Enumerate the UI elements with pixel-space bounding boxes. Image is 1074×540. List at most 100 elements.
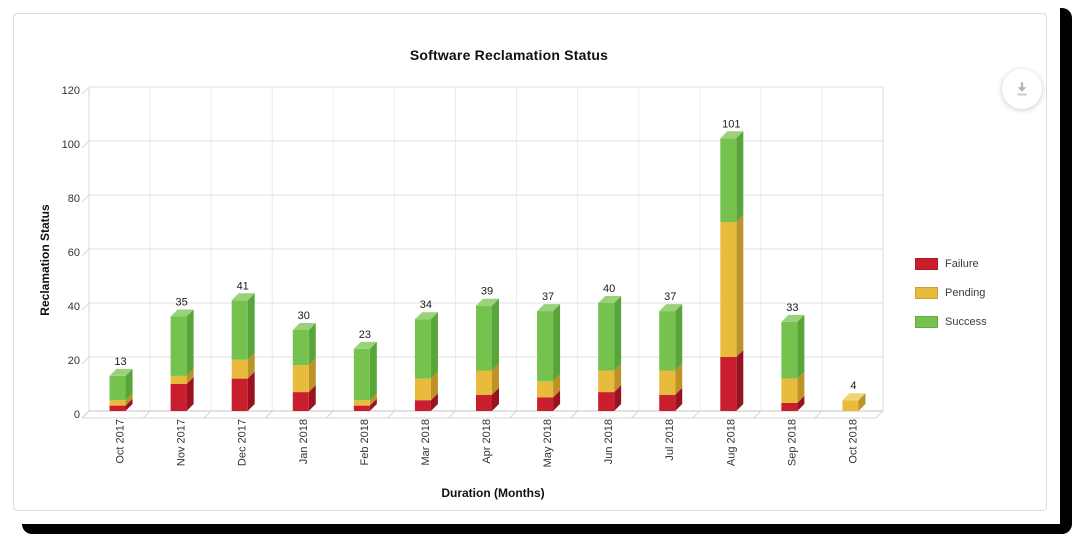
x-tick-label: Dec 2017 [237,419,249,466]
bar-segment-success[interactable] [414,319,431,379]
bar-segment-side-success [675,304,683,371]
bar-segment-top [781,314,805,322]
bar-group-mar-2018[interactable]: 34 [414,299,438,411]
bar-segment-pending[interactable] [781,378,798,403]
bar-group-oct-2017[interactable]: 13 [109,356,133,411]
bar-segment-pending[interactable] [537,381,554,398]
x-tick-label: Oct 2018 [847,419,859,464]
bar-total-label: 101 [722,118,740,130]
bar-segment-pending[interactable] [170,375,187,384]
x-axis-title: Duration (Months) [441,486,545,500]
bar-segment-top [231,293,255,301]
bar-segment-top [414,312,438,320]
axis-depth-tick [81,302,90,311]
x-tick-label: Apr 2018 [481,419,493,464]
bar-segment-side-pending [492,363,499,395]
bar-segment-side-pending [736,215,744,357]
bar-segment-pending[interactable] [720,222,737,357]
bar-segment-side-pending [308,358,316,393]
bar-segment-failure[interactable] [720,357,737,411]
bar-segment-side-failure [736,350,744,411]
legend-item-pending[interactable]: Pending [915,287,987,299]
floor-tick [81,410,90,419]
download-button[interactable] [1002,69,1042,109]
floor-tick [631,410,640,419]
bar-segment-pending[interactable] [231,359,248,379]
bar-segment-pending[interactable] [109,400,126,406]
bar-group-feb-2018[interactable]: 23 [353,329,377,411]
bar-segment-side-success [186,309,194,376]
bar-segment-success[interactable] [537,311,554,382]
bar-group-jan-2018[interactable]: 30 [292,310,316,411]
bar-segment-failure[interactable] [598,392,615,411]
bar-total-label: 41 [237,280,249,292]
bar-segment-failure[interactable] [781,402,798,411]
bar-segment-top [842,393,866,401]
floor-tick [692,410,701,419]
floor-tick [387,410,395,419]
bar-group-apr-2018[interactable]: 39 [476,286,499,411]
bar-segment-success[interactable] [598,303,615,371]
bar-segment-top [720,131,744,139]
bar-total-label: 23 [359,329,371,341]
floor-tick [264,410,273,419]
bar-segment-failure[interactable] [170,384,187,411]
x-tick-label: Nov 2017 [176,419,188,466]
bar-total-label: 37 [542,291,554,303]
bar-segment-success[interactable] [353,348,370,401]
y-tick-label: 120 [62,85,80,97]
bar-segment-pending[interactable] [414,378,431,401]
bar-group-jun-2018[interactable]: 40 [598,283,622,411]
bar-segment-failure[interactable] [414,400,431,411]
bar-segment-failure[interactable] [109,405,126,411]
bar-segment-success[interactable] [109,375,126,401]
y-tick-label: 60 [68,247,80,259]
bar-segment-pending[interactable] [842,400,859,411]
bar-segment-failure[interactable] [353,405,370,411]
bar-segment-success[interactable] [292,330,309,366]
bar-segment-pending[interactable] [353,400,370,406]
bar-segment-failure[interactable] [292,392,309,411]
bar-group-jul-2018[interactable]: 37 [659,291,683,411]
bar-segment-side-success [247,293,255,360]
bar-total-label: 37 [664,291,676,303]
bar-group-nov-2017[interactable]: 35 [170,297,194,412]
legend-item-failure[interactable]: Failure [915,258,987,270]
bar-segment-failure[interactable] [537,397,554,412]
bar-group-dec-2017[interactable]: 41 [231,280,255,411]
bar-segment-side-success [614,296,622,371]
bar-segment-success[interactable] [170,316,187,376]
axis-depth-tick [81,248,90,257]
bar-segment-side-failure [125,398,133,411]
bar-group-aug-2018[interactable]: 101 [720,118,744,411]
bar-segment-failure[interactable] [476,394,492,411]
bar-segment-success[interactable] [781,321,798,379]
bar-group-may-2018[interactable]: 37 [537,291,561,412]
bar-group-oct-2018[interactable]: 4 [842,380,866,411]
legend: Failure Pending Success [915,258,987,345]
bar-segment-success[interactable] [231,300,248,360]
legend-swatch-pending [915,287,938,299]
x-tick-label: Mar 2018 [420,419,432,465]
bar-segment-side-success [125,368,133,401]
bar-segment-pending[interactable] [292,365,309,393]
bar-segment-pending[interactable] [476,370,492,395]
floor-tick [142,410,151,419]
floor-tick [203,410,212,419]
bar-segment-success[interactable] [476,305,492,371]
bar-group-sep-2018[interactable]: 33 [781,302,805,411]
bar-segment-pending[interactable] [598,370,615,393]
bar-segment-side-pending [125,393,133,406]
bar-segment-success[interactable] [720,138,737,222]
bar-segment-failure[interactable] [659,394,676,411]
x-tick-label: Jan 2018 [298,419,310,464]
legend-item-success[interactable]: Success [915,316,987,328]
bar-segment-failure[interactable] [231,378,248,411]
bar-segment-success[interactable] [659,311,676,371]
bar-segment-top [537,304,561,312]
bar-segment-top [292,323,316,330]
bar-total-label: 4 [850,380,856,392]
bar-segment-pending[interactable] [659,370,676,395]
bar-segment-side-success [736,131,744,222]
